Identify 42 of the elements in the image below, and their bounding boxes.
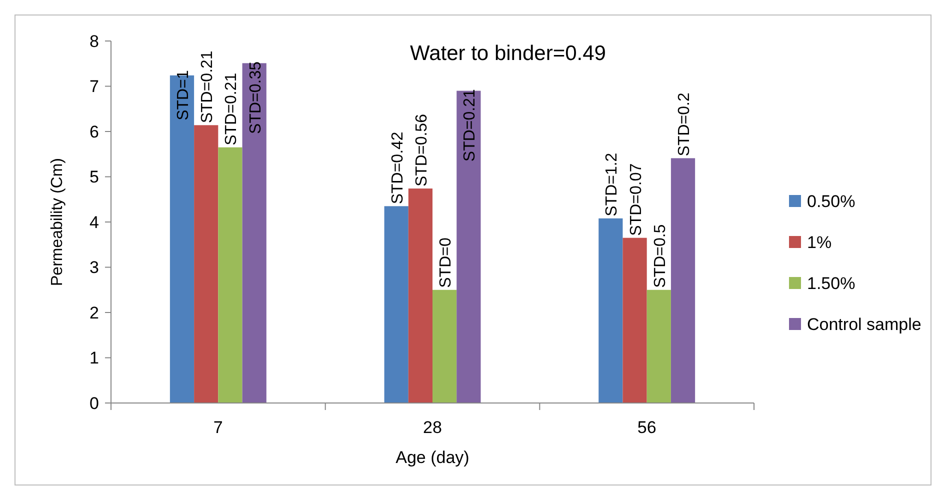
y-tick-label: 3	[90, 258, 99, 278]
bar	[598, 218, 623, 403]
y-tick-label: 5	[90, 168, 99, 187]
bar	[384, 206, 408, 403]
legend-label: 0.50%	[807, 192, 856, 211]
bar	[218, 147, 242, 403]
y-tick-label: 4	[90, 212, 99, 232]
annotation: STD=0.2	[676, 92, 693, 156]
annotation: STD=0.42	[389, 132, 406, 204]
y-tick-label: 0	[90, 394, 99, 413]
y-tick-label: 7	[90, 77, 99, 96]
chart-title: Water to binder=0.49	[410, 42, 606, 65]
bar	[622, 238, 647, 403]
bar	[432, 290, 457, 403]
bar	[242, 63, 266, 403]
annotation: STD=1.2	[604, 152, 621, 216]
legend-label: 1.50%	[807, 274, 856, 293]
y-tick-label: 1	[90, 348, 99, 368]
annotation: STD=0.56	[413, 114, 430, 187]
legend-label: Control sample	[807, 314, 922, 334]
bar	[194, 125, 218, 403]
annotation: STD=0.21	[462, 88, 479, 162]
bar	[408, 188, 432, 403]
y-tick-label: 8	[90, 32, 99, 51]
annotation: STD=0.5	[652, 224, 669, 288]
x-axis-title: Age (day)	[396, 448, 470, 467]
annotation: STD=0.21	[199, 50, 216, 124]
y-axis-title: Permeability (Cm)	[49, 158, 66, 286]
annotation: STD=0.21	[223, 72, 240, 146]
x-tick-label: 56	[637, 418, 656, 437]
bar	[646, 290, 671, 403]
y-tick-label: 6	[90, 122, 99, 142]
legend-label: 1%	[807, 232, 832, 252]
y-tick-label: 2	[90, 303, 99, 322]
x-tick-label: 7	[213, 418, 223, 437]
annotation: STD=0.07	[628, 163, 645, 236]
annotation: STD=0	[438, 238, 455, 288]
bar	[456, 90, 481, 403]
annotation: STD=0.35	[247, 61, 264, 134]
bar	[670, 158, 696, 403]
annotation: STD=1	[175, 70, 192, 120]
x-tick-label: 28	[423, 418, 442, 437]
